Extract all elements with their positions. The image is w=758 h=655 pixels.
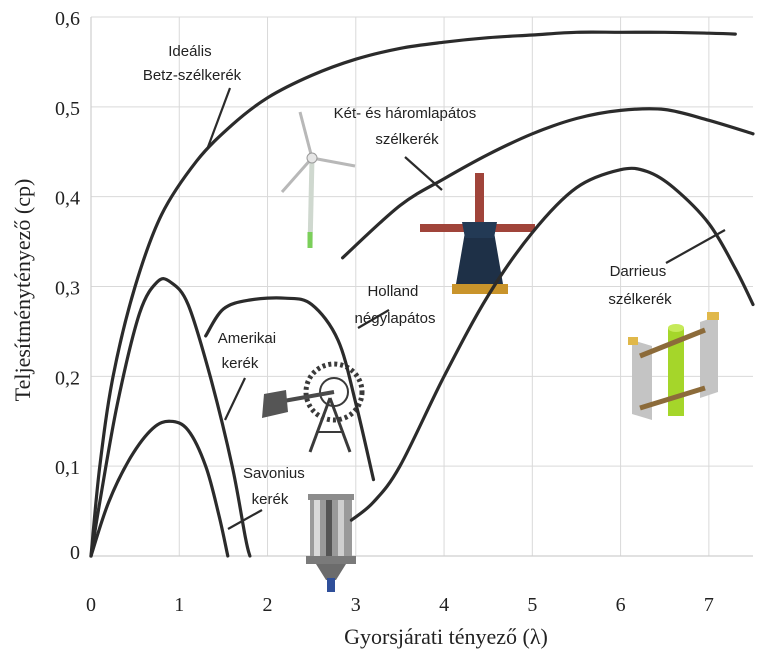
label-holland-line1: Holland xyxy=(367,283,418,300)
annotation-leaders xyxy=(206,87,726,530)
label-two-three-blade-line2: szélkerék xyxy=(375,131,439,148)
series-holland xyxy=(204,296,376,482)
x-tick-label: 1 xyxy=(174,594,184,616)
series xyxy=(89,30,755,558)
label-ideal-betz-line2: Betz-szélkerék xyxy=(143,67,242,84)
series-ideal-betz xyxy=(89,30,737,558)
grid xyxy=(91,16,753,556)
label-savonius: Savonius kerék xyxy=(243,465,309,508)
x-tick-label: 4 xyxy=(439,594,449,616)
leader-savonius xyxy=(227,509,263,530)
label-darrieus-line1: Darrieus xyxy=(610,263,667,280)
y-tick-label: 0 xyxy=(70,542,80,564)
y-axis-title: Teljesítménytényező (cp) xyxy=(10,179,35,402)
y-tick-label: 0,1 xyxy=(55,457,80,479)
x-tick-label: 6 xyxy=(616,594,626,616)
label-holland: Holland négylapátos xyxy=(355,283,436,327)
series-two-three-blade xyxy=(341,107,755,260)
series-darrieus xyxy=(349,166,755,522)
tick-labels: 0 1 2 3 4 5 6 7 0 0,1 0,2 0,3 0,4 0,5 0,6 xyxy=(55,8,714,616)
axes xyxy=(90,17,753,557)
american-windpump-icon xyxy=(262,361,365,453)
label-american-line1: Amerikai xyxy=(218,330,276,347)
label-ideal-betz: Ideális Betz-szélkerék xyxy=(143,43,242,84)
savonius-rotor-icon xyxy=(306,494,356,592)
label-ideal-betz-line1: Ideális xyxy=(168,43,211,60)
x-tick-label: 0 xyxy=(86,594,96,616)
x-tick-label: 5 xyxy=(527,594,537,616)
label-savonius-line2: kerék xyxy=(252,491,289,508)
x-tick-label: 2 xyxy=(263,594,273,616)
series-savonius xyxy=(89,419,230,558)
leader-american xyxy=(224,377,246,421)
darrieus-rotor-icon xyxy=(628,312,719,420)
label-american-line2: kerék xyxy=(222,355,259,372)
leader-darrieus xyxy=(665,229,726,264)
leader-ideal-betz xyxy=(206,87,232,148)
label-two-three-blade: Két- és háromlapátos szélkerék xyxy=(334,105,481,148)
label-two-three-blade-line1: Két- és háromlapátos xyxy=(334,105,477,122)
x-tick-label: 3 xyxy=(351,594,361,616)
dutch-windmill-icon xyxy=(420,173,535,294)
label-holland-line2: négylapátos xyxy=(355,310,436,327)
x-tick-label: 7 xyxy=(704,594,714,616)
y-tick-label: 0,5 xyxy=(55,98,80,120)
label-american: Amerikai kerék xyxy=(218,330,281,372)
y-tick-label: 0,2 xyxy=(55,367,80,389)
y-tick-label: 0,4 xyxy=(55,188,80,210)
y-tick-label: 0,6 xyxy=(55,8,80,30)
x-axis-title: Gyorsjárati tényező (λ) xyxy=(344,624,548,649)
series-american xyxy=(89,277,252,558)
two-blade-turbine-icon xyxy=(280,111,356,249)
leader-two-three-blade xyxy=(404,156,443,191)
leader-holland xyxy=(357,309,390,329)
label-savonius-line1: Savonius xyxy=(243,465,305,482)
y-tick-label: 0,3 xyxy=(55,278,80,300)
label-darrieus-line2: szélkerék xyxy=(608,291,672,308)
label-darrieus: Darrieus szélkerék xyxy=(608,263,672,308)
